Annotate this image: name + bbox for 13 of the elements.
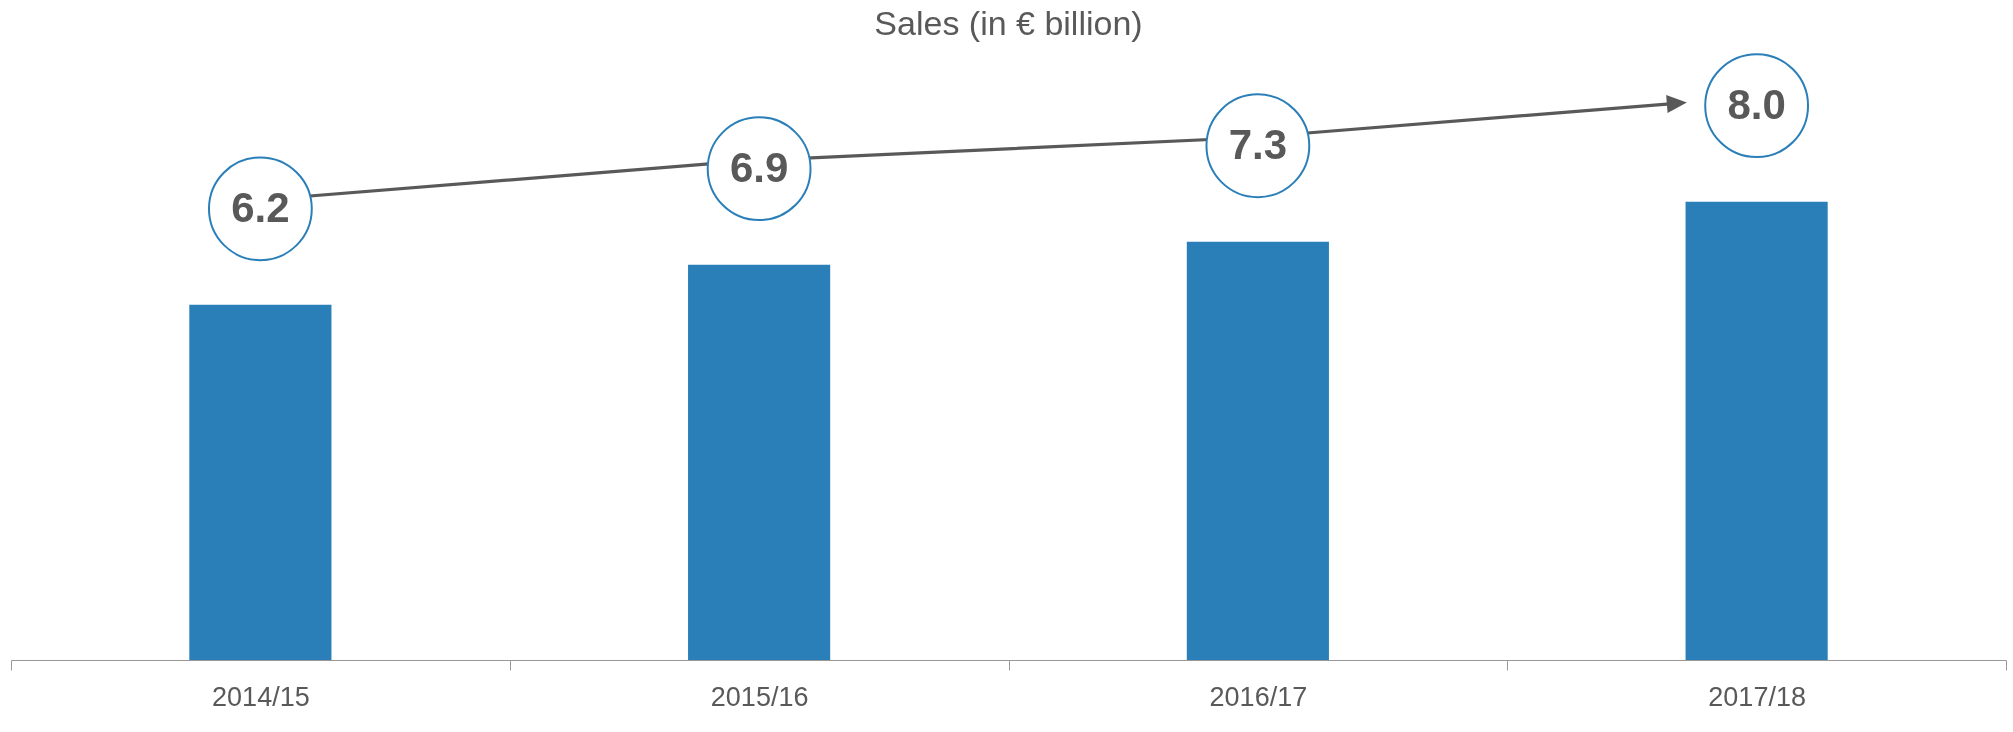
x-tick-label: 2014/15 bbox=[212, 681, 310, 712]
data-label: 6.9 bbox=[729, 143, 789, 191]
data-label: 8.0 bbox=[1727, 80, 1786, 128]
bar bbox=[688, 264, 831, 660]
data-label: 6.2 bbox=[231, 183, 290, 231]
data-label: 7.3 bbox=[1228, 120, 1288, 168]
x-tick-label: 2016/17 bbox=[1209, 681, 1308, 712]
bar bbox=[1186, 241, 1329, 660]
x-tick-label: 2015/16 bbox=[710, 681, 809, 712]
bar bbox=[189, 304, 332, 660]
bar bbox=[1685, 201, 1828, 660]
chart-title: Sales (in € billion) bbox=[874, 4, 1143, 43]
x-tick-label: 2017/18 bbox=[1708, 681, 1806, 712]
